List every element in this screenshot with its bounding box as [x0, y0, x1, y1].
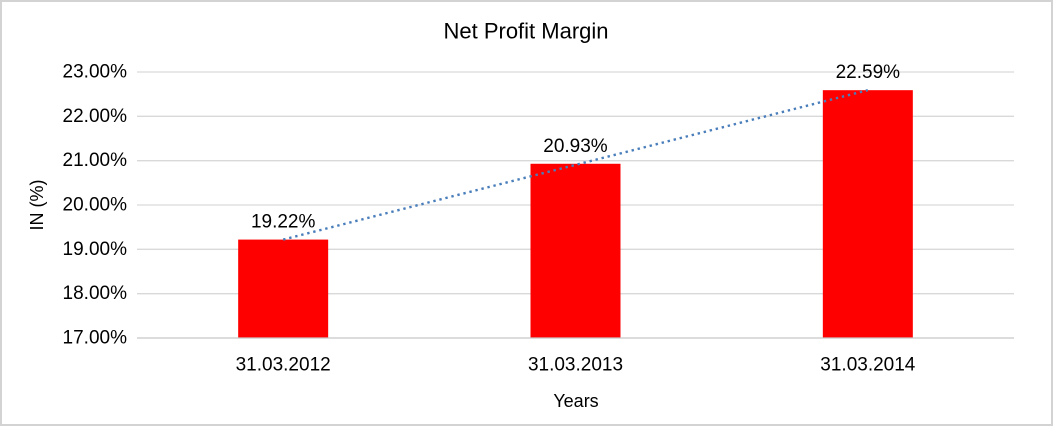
- y-axis-title: IN (%): [27, 180, 47, 231]
- data-label: 20.93%: [543, 136, 608, 157]
- bar: [238, 239, 329, 338]
- x-tick-label: 31.03.2013: [528, 355, 623, 376]
- data-label: 22.59%: [836, 62, 901, 83]
- y-tick-label: 21.00%: [63, 150, 128, 171]
- x-axis-title: Years: [553, 391, 598, 411]
- y-axis-tick-labels: 23.00% 22.00% 21.00% 20.00% 19.00% 18.00% 17.0…: [63, 62, 128, 349]
- bar: [530, 163, 621, 338]
- data-label: 19.22%: [251, 212, 316, 233]
- y-tick-label: 18.00%: [63, 283, 128, 304]
- y-tick-label: 19.00%: [63, 239, 128, 260]
- y-tick-label: 20.00%: [63, 195, 128, 216]
- y-tick-label: 22.00%: [63, 106, 128, 127]
- x-tick-label: 31.03.2012: [236, 355, 331, 376]
- bar: [822, 90, 913, 338]
- bar-series: [238, 90, 913, 338]
- chart-title: Net Profit Margin: [443, 19, 608, 44]
- x-axis-tick-labels: 31.03.2012 31.03.2013 31.03.2014: [236, 355, 916, 376]
- data-labels: 19.22% 20.93% 22.59%: [251, 62, 900, 232]
- y-tick-label: 17.00%: [63, 328, 128, 349]
- y-tick-label: 23.00%: [63, 62, 128, 83]
- x-tick-label: 31.03.2014: [820, 355, 916, 376]
- trendline: [282, 89, 869, 241]
